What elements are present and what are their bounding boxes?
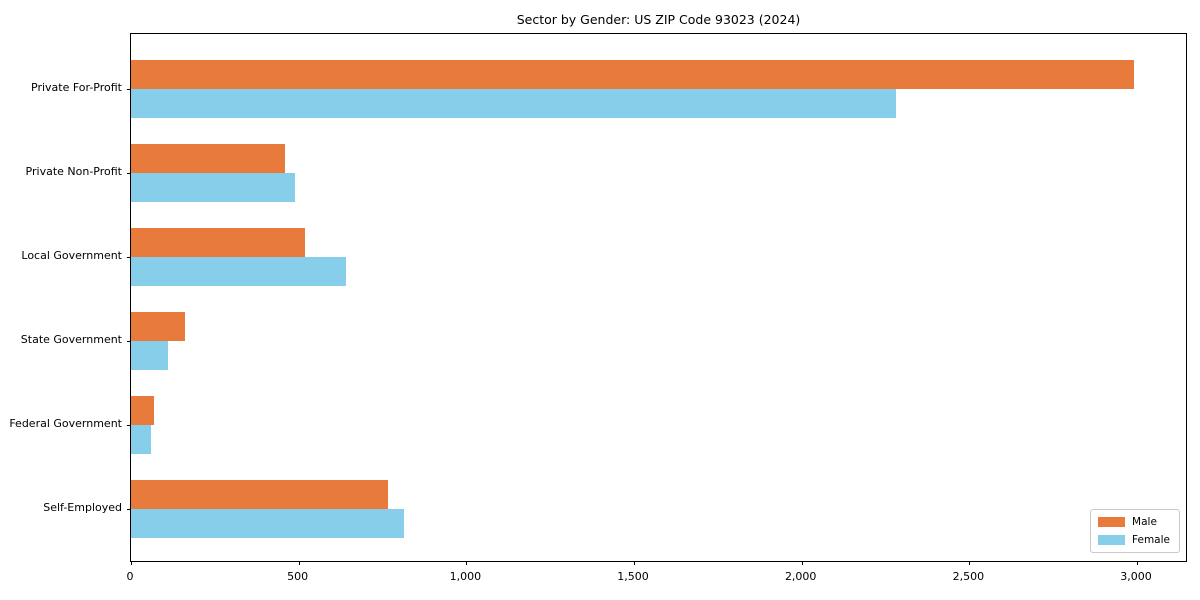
- x-axis-tick: [298, 561, 300, 565]
- bar-male-federal-government: [131, 396, 154, 425]
- legend-swatch-male: [1098, 517, 1126, 527]
- x-axis-tick-label-3-000: 3,000: [1120, 570, 1152, 583]
- y-axis-label-federal-government: Federal Government: [9, 417, 122, 430]
- bar-female-self-employed: [131, 509, 404, 538]
- chart-title: Sector by Gender: US ZIP Code 93023 (202…: [516, 12, 801, 27]
- x-axis-tick-label-2-000: 2,000: [784, 570, 817, 583]
- bar-female-private-non-profit: [131, 173, 295, 202]
- plot-area: Male Female: [127, 33, 1187, 565]
- legend: Male Female: [1090, 509, 1180, 553]
- y-axis-label-state-government: State Government: [20, 333, 122, 346]
- x-axis-tick: [1137, 561, 1139, 565]
- bar-male-state-government: [131, 312, 185, 341]
- bar-female-local-government: [131, 257, 346, 286]
- y-axis-label-private-for-profit: Private For-Profit: [31, 81, 122, 94]
- x-axis-tick-label-500: 500: [287, 570, 309, 583]
- x-axis-tick: [466, 561, 468, 565]
- bar-male-private-for-profit: [131, 60, 1134, 89]
- x-axis-tick-label-1-000: 1,000: [449, 570, 482, 583]
- y-axis-tick: [127, 341, 131, 342]
- y-axis-label-local-government: Local Government: [21, 249, 122, 262]
- legend-item-male: Male: [1098, 516, 1170, 528]
- legend-swatch-female: [1098, 535, 1126, 545]
- bar-female-state-government: [131, 341, 168, 370]
- x-axis-tick-label-0: 0: [126, 570, 134, 583]
- legend-item-female: Female: [1098, 534, 1170, 546]
- x-axis-tick: [131, 561, 132, 565]
- y-axis-tick: [127, 173, 131, 174]
- y-axis-tick: [127, 425, 131, 426]
- y-axis-tick: [127, 257, 131, 258]
- bar-female-private-for-profit: [131, 89, 896, 118]
- x-axis-tick-label-1-500: 1,500: [617, 570, 649, 583]
- x-axis-tick: [634, 561, 636, 565]
- y-axis-tick: [127, 509, 131, 510]
- x-axis-tick: [801, 561, 803, 565]
- y-axis-label-self-employed: Self-Employed: [43, 501, 122, 514]
- legend-label-female: Female: [1132, 534, 1170, 546]
- legend-label-male: Male: [1132, 516, 1157, 528]
- x-axis-tick-label-2-500: 2,500: [952, 570, 985, 583]
- x-axis-tick: [969, 561, 971, 565]
- y-axis-tick: [127, 89, 131, 90]
- bar-male-self-employed: [131, 480, 388, 509]
- bar-male-private-non-profit: [131, 144, 285, 173]
- y-axis-label-private-non-profit: Private Non-Profit: [25, 165, 122, 178]
- bar-male-local-government: [131, 228, 305, 257]
- bar-female-federal-government: [131, 425, 151, 454]
